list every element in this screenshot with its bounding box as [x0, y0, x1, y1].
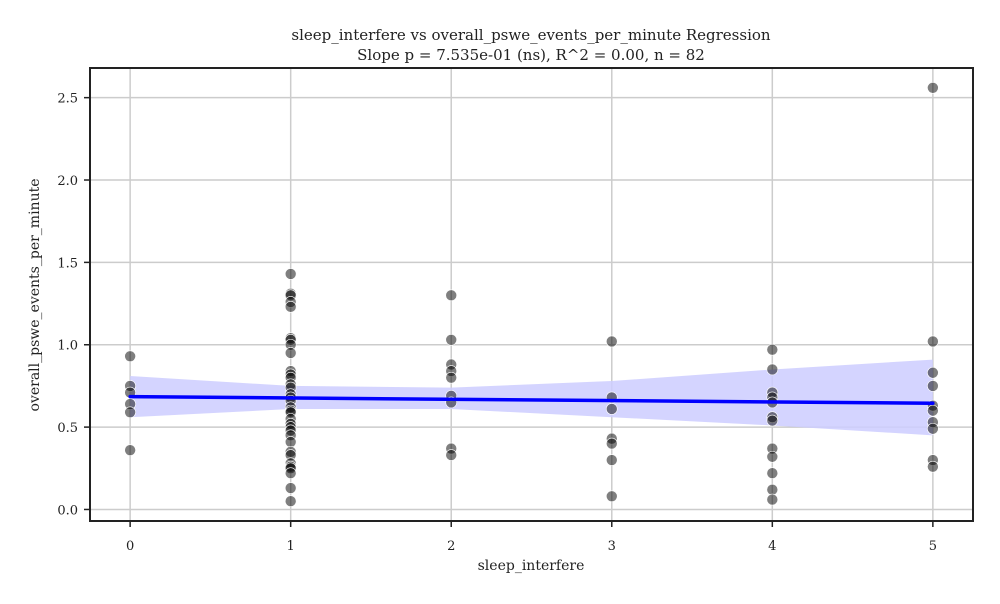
y-tick-label: 0.5	[57, 421, 78, 436]
y-tick-label: 2.0	[57, 174, 78, 189]
axes	[89, 67, 974, 522]
x-tick-label: 0	[126, 539, 134, 554]
tick-labels: 0 1 2 3 4 5 0.0 0.5 1.0 1.5 2.0 2.5	[57, 92, 937, 554]
data-point	[445, 333, 458, 346]
data-point	[124, 350, 136, 363]
x-tick-label: 3	[608, 539, 616, 554]
data-point	[766, 483, 779, 496]
data-point	[284, 301, 297, 313]
data-point	[766, 414, 779, 427]
x-tick-label: 4	[768, 539, 776, 554]
data-point	[284, 347, 297, 359]
regression-line-layer	[128, 394, 935, 405]
data-point	[766, 450, 779, 463]
y-tick-label: 2.5	[57, 92, 78, 107]
data-point	[445, 449, 458, 461]
x-tick-label: 2	[447, 539, 455, 554]
data-point	[605, 335, 618, 348]
data-point	[927, 422, 939, 435]
y-axis-label: overall_pswe_events_per_minute	[27, 179, 43, 412]
y-tick-label: 0.0	[57, 503, 78, 518]
data-point	[605, 454, 618, 466]
x-tick-label: 5	[929, 539, 937, 554]
grid	[90, 68, 973, 521]
x-axis-label: sleep_interfere	[478, 558, 585, 574]
data-point	[927, 335, 939, 348]
scatter-points	[124, 81, 939, 508]
data-point	[124, 444, 136, 456]
data-point	[766, 467, 779, 480]
chart-subtitle: Slope p = 7.535e-01 (ns), R^2 = 0.00, n …	[357, 46, 705, 64]
chart-title: sleep_interfere vs overall_pswe_events_p…	[291, 26, 770, 44]
data-point	[284, 268, 297, 280]
data-point	[284, 467, 297, 480]
data-point	[284, 495, 297, 508]
data-point	[605, 437, 618, 450]
plot-frame	[89, 67, 974, 522]
confidence-band	[130, 359, 933, 436]
data-point	[927, 404, 939, 417]
data-point	[605, 403, 618, 415]
data-point	[766, 493, 779, 506]
y-tick-label: 1.0	[57, 339, 78, 354]
data-point	[445, 371, 458, 384]
data-point	[766, 343, 779, 356]
y-tick-label: 1.5	[57, 256, 78, 271]
data-point	[284, 436, 297, 448]
data-point	[605, 490, 618, 503]
data-point	[766, 363, 779, 376]
data-point	[927, 366, 939, 379]
data-point	[124, 406, 136, 419]
data-point	[445, 289, 458, 302]
regression-line	[128, 394, 935, 405]
data-point	[927, 81, 939, 94]
data-point	[927, 380, 939, 392]
data-point	[284, 482, 297, 494]
data-point	[927, 460, 939, 473]
x-tick-label: 1	[287, 539, 295, 554]
confidence-band-layer	[130, 359, 933, 436]
